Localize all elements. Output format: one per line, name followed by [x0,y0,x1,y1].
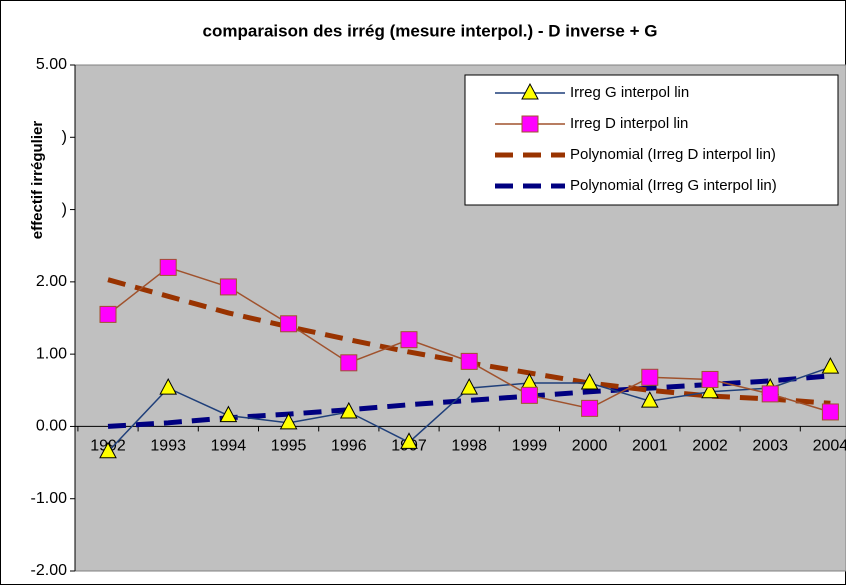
data-point [99,305,117,323]
y-tick-label: 5.00 [36,56,67,73]
data-point [400,331,418,349]
x-tick-label: 1995 [271,438,307,455]
y-tick-label: 0.00 [36,418,67,435]
y-tick-label: ) [62,129,67,146]
data-point [219,405,238,423]
x-tick-label: 2002 [692,438,728,455]
data-point [339,401,358,419]
data-point [279,412,298,430]
chart-title: comparaison des irrég (mesure interpol.)… [203,21,658,40]
data-point [219,278,237,296]
x-tick-label: 1999 [512,438,548,455]
legend-label: Irreg G interpol lin [570,84,689,101]
data-point [640,391,659,408]
data-point [460,352,478,370]
y-tick-label: 2.00 [36,273,67,290]
data-point [159,378,178,395]
data-point [701,370,719,388]
data-point [99,441,117,459]
data-point [460,378,479,395]
data-point [159,258,177,276]
y-tick-label: -1.00 [31,490,68,507]
x-tick-label: 1996 [331,438,367,455]
data-point [400,432,418,449]
data-point [280,315,298,333]
legend-marker [521,115,539,133]
x-tick-label: 1994 [211,438,247,455]
x-tick-label: 1993 [150,438,186,455]
x-tick-label: 2003 [752,438,788,455]
data-point [701,381,719,399]
legend-label: Polynomial (Irreg D interpol lin) [570,146,776,163]
y-tick-label: ) [62,201,67,218]
y-tick-label: 1.00 [36,345,67,362]
x-tick-label: 1998 [451,438,487,455]
data-point [340,354,358,372]
legend-label: Polynomial (Irreg G interpol lin) [570,177,777,194]
data-point [520,386,538,404]
legend-marker [521,82,539,100]
data-point [580,372,599,390]
x-tick-label: 2004 [813,438,846,455]
x-tick-label: 2001 [632,438,668,455]
data-point [581,399,599,417]
y-tick-label: -2.00 [31,562,68,579]
data-point [821,403,839,421]
data-point [641,368,659,386]
data-point [761,385,779,403]
y-axis-title: effectif irrégulier [29,121,46,240]
legend-label: Irreg D interpol lin [570,115,688,132]
data-point [821,357,840,374]
x-tick-label: 2000 [572,438,608,455]
